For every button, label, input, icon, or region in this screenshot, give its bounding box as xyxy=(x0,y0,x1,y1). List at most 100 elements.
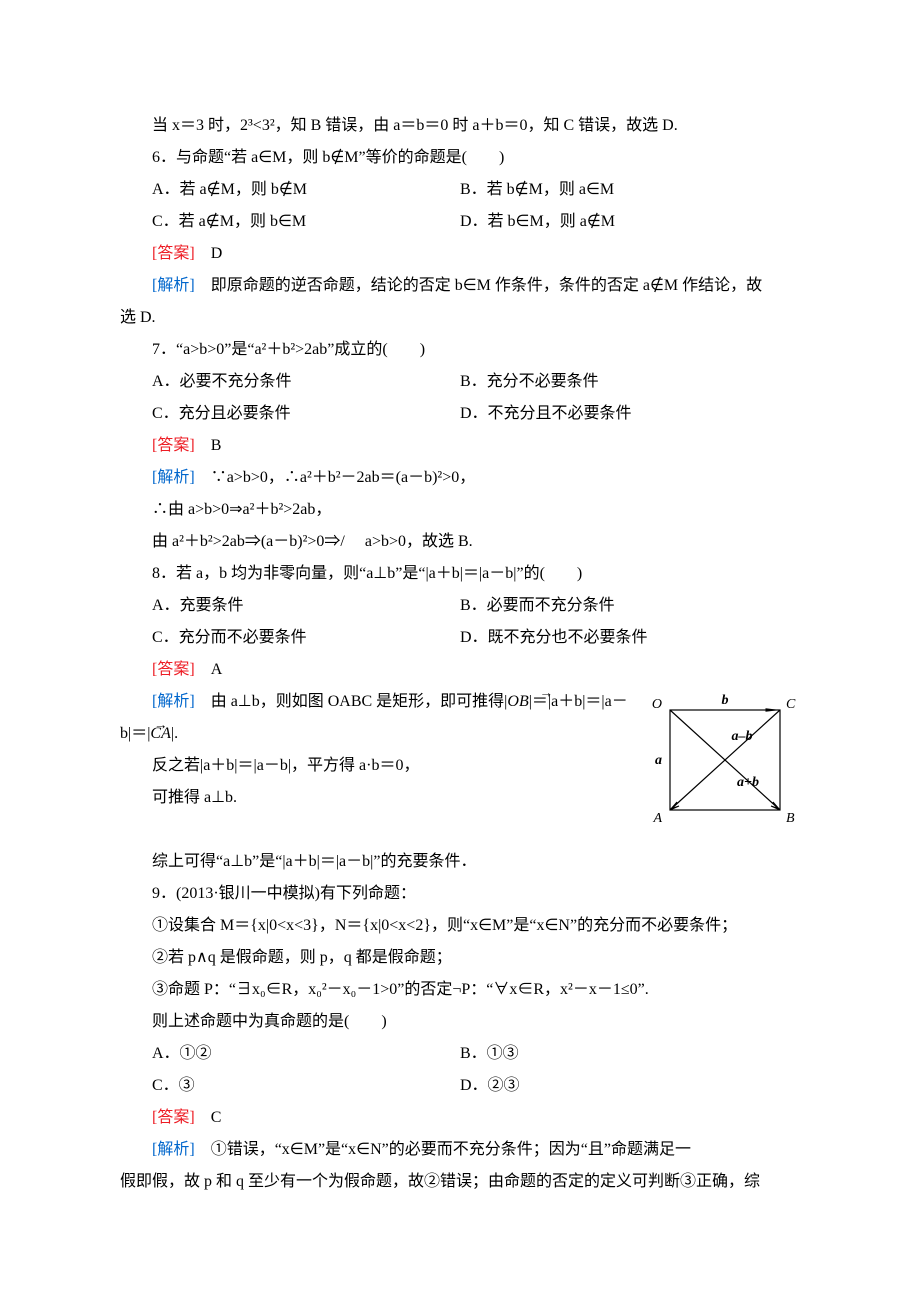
q6-choice-a: A．若 a∉M，则 b∉M xyxy=(120,174,460,206)
q9-a-text: A．①② xyxy=(152,1045,212,1062)
q7-choice-c: C．充分且必要条件 xyxy=(120,398,460,430)
fig-label-amb: a–b xyxy=(732,729,753,744)
q6-choice-c: C．若 a∉M，则 b∈M xyxy=(120,206,460,238)
q7-a-text: A．必要不充分条件 xyxy=(152,373,292,390)
q8-a-text: A．充要条件 xyxy=(152,597,244,614)
answer-label: [答案] xyxy=(152,245,195,262)
q6-row-cd: C．若 a∉M，则 b∈M D．若 b∈M，则 a∉M xyxy=(120,206,800,238)
q8-exp2b: |. xyxy=(171,725,178,742)
analysis-label: [解析] xyxy=(152,693,195,710)
q8-row-ab: A．充要条件 B．必要而不充分条件 xyxy=(120,590,800,622)
fig-label-b: B xyxy=(786,811,795,826)
answer-label: [答案] xyxy=(152,437,195,454)
q7-choice-d: D．不充分且不必要条件 xyxy=(460,398,800,430)
q9-b-text: B．①③ xyxy=(460,1045,519,1062)
q8-c-text: C．充分而不必要条件 xyxy=(152,629,307,646)
q9-answer-value: C xyxy=(211,1109,222,1126)
q8-choice-a: A．充要条件 xyxy=(120,590,460,622)
q7-analysis-3: 由 a²＋b²>2ab⇒(a－b)²>0⇒/ a>b>0，故选 B. xyxy=(120,526,800,558)
answer-label: [答案] xyxy=(152,661,195,678)
q9-exp2: 假即假，故 p 和 q 至少有一个为假命题，故②错误；由命题的否定的定义可判断③… xyxy=(120,1173,760,1190)
q8-exp3: 反之若|a＋b|＝|a－b|，平方得 a·b＝0， xyxy=(152,757,419,774)
q8-d-text: D．既不充分也不必要条件 xyxy=(460,629,648,646)
q9-exp1: ①错误，“x∈M”是“x∈N”的必要而不充分条件；因为“且”命题满足一 xyxy=(211,1141,691,1158)
q6-choice-b: B．若 b∉M，则 a∈M xyxy=(460,174,800,206)
fig-label-b-vec: b xyxy=(722,693,729,708)
fig-label-a: A xyxy=(652,811,662,826)
q9-s2: ②若 p∧q 是假命题，则 p，q 都是假命题； xyxy=(120,942,800,974)
q6-b-text: B．若 b∉M，则 a∈M xyxy=(460,181,614,198)
q7-analysis-2: ∴由 a>b>0⇒a²＋b²>2ab， xyxy=(120,494,800,526)
q9-choice-a: A．①② xyxy=(120,1038,460,1070)
q7-stem: 7．“a>b>0”是“a²＋b²>2ab”成立的( ) xyxy=(120,334,800,366)
q9-d-text: D．②③ xyxy=(460,1077,520,1094)
fig-label-apb: a+b xyxy=(737,775,759,790)
analysis-label: [解析] xyxy=(152,469,195,486)
q9-s1-text: ①设集合 M＝{x|0<x<3}，N＝{x|0<x<2}，则“x∈M”是“x∈N… xyxy=(152,917,737,934)
vec-ca: →CA xyxy=(150,725,170,742)
q6-d-text: D．若 b∈M，则 a∉M xyxy=(460,213,615,230)
q9-stem: 9．(2013·银川一中模拟)有下列命题： xyxy=(120,878,800,910)
vec-ob: →OB xyxy=(507,693,528,710)
q7-c-text: C．充分且必要条件 xyxy=(152,405,291,422)
q6-exp1: 即原命题的逆否命题，结论的否定 b∈M 作条件，条件的否定 a∉M 作结论，故 xyxy=(211,277,762,294)
q6-answer-value: D xyxy=(211,245,223,262)
q8-exp4: 可推得 a⊥b. xyxy=(152,789,237,806)
q7-answer-value: B xyxy=(211,437,222,454)
fig-label-c: C xyxy=(786,697,796,712)
fig-label-o: O xyxy=(652,697,662,712)
q8-choice-d: D．既不充分也不必要条件 xyxy=(460,622,800,654)
rectangle-svg: O C A B b a a–b a+b xyxy=(650,690,800,830)
q8-b-text: B．必要而不充分条件 xyxy=(460,597,615,614)
q9-s3: ③命题 P：“∃x₀∈R，x₀²－x₀－1>0”的否定¬P：“∀x∈R，x²－x… xyxy=(120,974,800,1006)
q9-row-cd: C．③ D．②③ xyxy=(120,1070,800,1102)
q7-row-ab: A．必要不充分条件 B．充分不必要条件 xyxy=(120,366,800,398)
intro-text: 当 x＝3 时，2³<3²，知 B 错误，由 a＝b＝0 时 a＋b＝0，知 C… xyxy=(152,117,678,134)
intro-line: 当 x＝3 时，2³<3²，知 B 错误，由 a＝b＝0 时 a＋b＝0，知 C… xyxy=(120,110,800,142)
answer-label: [答案] xyxy=(152,1109,195,1126)
q6-choice-d: D．若 b∈M，则 a∉M xyxy=(460,206,800,238)
q7-exp2: ∴由 a>b>0⇒a²＋b²>2ab， xyxy=(152,501,331,518)
q9-stem-text: 9．(2013·银川一中模拟)有下列命题： xyxy=(152,885,416,902)
q9-choice-b: B．①③ xyxy=(460,1038,800,1070)
q9-analysis-2: 假即假，故 p 和 q 至少有一个为假命题，故②错误；由命题的否定的定义可判断③… xyxy=(120,1166,800,1198)
q6-row-ab: A．若 a∉M，则 b∉M B．若 b∉M，则 a∈M xyxy=(120,174,800,206)
q9-row-ab: A．①② B．①③ xyxy=(120,1038,800,1070)
q8-stem: 8．若 a，b 均为非零向量，则“a⊥b”是“|a＋b|＝|a－b|”的( ) xyxy=(120,558,800,590)
analysis-label: [解析] xyxy=(152,1141,195,1158)
q8-stem-text: 8．若 a，b 均为非零向量，则“a⊥b”是“|a＋b|＝|a－b|”的( ) xyxy=(152,565,582,582)
q9-choice-c: C．③ xyxy=(120,1070,460,1102)
q6-exp2: 选 D. xyxy=(120,309,156,326)
q7-analysis-1: [解析] ∵a>b>0，∴a²＋b²－2ab＝(a－b)²>0， xyxy=(120,462,800,494)
analysis-label: [解析] xyxy=(152,277,195,294)
q7-row-cd: C．充分且必要条件 D．不充分且不必要条件 xyxy=(120,398,800,430)
q7-d-text: D．不充分且不必要条件 xyxy=(460,405,632,422)
q8-choice-c: C．充分而不必要条件 xyxy=(120,622,460,654)
q6-stem: 6．与命题“若 a∈M，则 b∉M”等价的命题是( ) xyxy=(120,142,800,174)
q9-analysis-1: [解析] ①错误，“x∈M”是“x∈N”的必要而不充分条件；因为“且”命题满足一 xyxy=(120,1134,800,1166)
q8-answer: [答案] A xyxy=(120,654,800,686)
arrow-icon: → xyxy=(150,718,170,732)
q8-choice-b: B．必要而不充分条件 xyxy=(460,590,800,622)
q6-stem-text: 6．与命题“若 a∈M，则 b∉M”等价的命题是( ) xyxy=(152,149,504,166)
q9-s2-text: ②若 p∧q 是假命题，则 p，q 都是假命题； xyxy=(152,949,452,966)
fig-label-a-vec: a xyxy=(655,753,662,768)
q8-analysis-5: 综上可得“a⊥b”是“|a＋b|＝|a－b|”的充要条件． xyxy=(120,846,800,878)
q6-a-text: A．若 a∉M，则 b∉M xyxy=(152,181,307,198)
q8-exp5: 综上可得“a⊥b”是“|a＋b|＝|a－b|”的充要条件． xyxy=(152,853,476,870)
q7-stem-text: 7．“a>b>0”是“a²＋b²>2ab”成立的( ) xyxy=(152,341,425,358)
arrow-icon: → xyxy=(507,686,528,700)
q9-c-text: C．③ xyxy=(152,1077,195,1094)
q8-exp2a: b|＝| xyxy=(120,725,150,742)
q6-c-text: C．若 a∉M，则 b∈M xyxy=(152,213,306,230)
q6-analysis-1: [解析] 即原命题的逆否命题，结论的否定 b∈M 作条件，条件的否定 a∉M 作… xyxy=(120,270,800,302)
q8-row-cd: C．充分而不必要条件 D．既不充分也不必要条件 xyxy=(120,622,800,654)
q9-s4: 则上述命题中为真命题的是( ) xyxy=(120,1006,800,1038)
q8-answer-value: A xyxy=(211,661,223,678)
q9-choice-d: D．②③ xyxy=(460,1070,800,1102)
q9-answer: [答案] C xyxy=(120,1102,800,1134)
q9-s4-text: 则上述命题中为真命题的是( ) xyxy=(152,1013,387,1030)
q7-answer: [答案] B xyxy=(120,430,800,462)
q7-exp1: ∵a>b>0，∴a²＋b²－2ab＝(a－b)²>0， xyxy=(211,469,476,486)
rectangle-figure: O C A B b a a–b a+b xyxy=(650,690,800,842)
